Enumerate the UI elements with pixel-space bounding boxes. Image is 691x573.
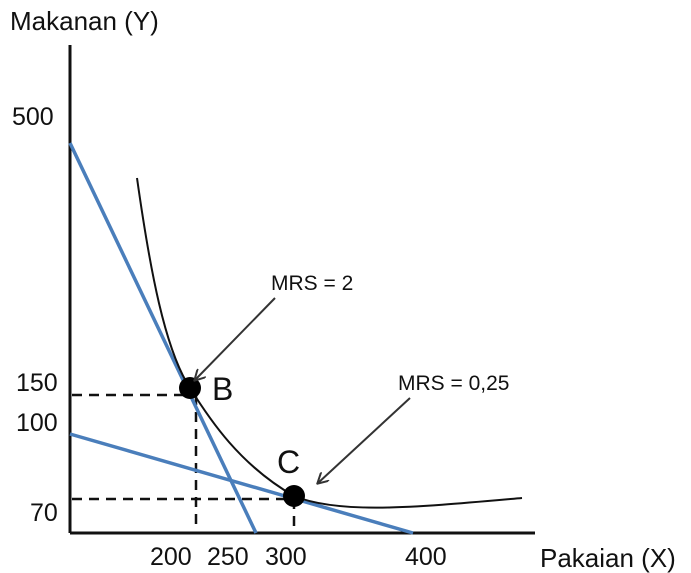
x-tick-label: 250 [207, 543, 249, 571]
indifference-curve [136, 177, 523, 509]
mrs-c-annotation: MRS = 0,25 [398, 372, 509, 395]
y-tick-label: 70 [30, 499, 58, 527]
budget-line-flat [69, 432, 414, 535]
mrs-b-annotation: MRS = 2 [271, 272, 353, 295]
x-tick-label: 400 [405, 543, 447, 571]
y-tick-label: 500 [12, 103, 54, 131]
point-c-marker [283, 485, 305, 507]
point-b-label: B [212, 371, 233, 407]
x-axis-title: Pakaian (X) [540, 543, 676, 573]
y-tick-label: 150 [16, 369, 58, 397]
budget-line-steep [68, 142, 258, 534]
y-axis-title: Makanan (Y) [10, 6, 159, 36]
x-tick-label: 300 [265, 543, 307, 571]
x-tick-label: 200 [150, 543, 192, 571]
point-b-marker [179, 377, 201, 399]
mrs-c-arrow [318, 397, 411, 483]
y-tick-label: 100 [16, 409, 58, 437]
point-c-label: C [277, 444, 300, 480]
mrs-b-arrow [195, 297, 276, 380]
